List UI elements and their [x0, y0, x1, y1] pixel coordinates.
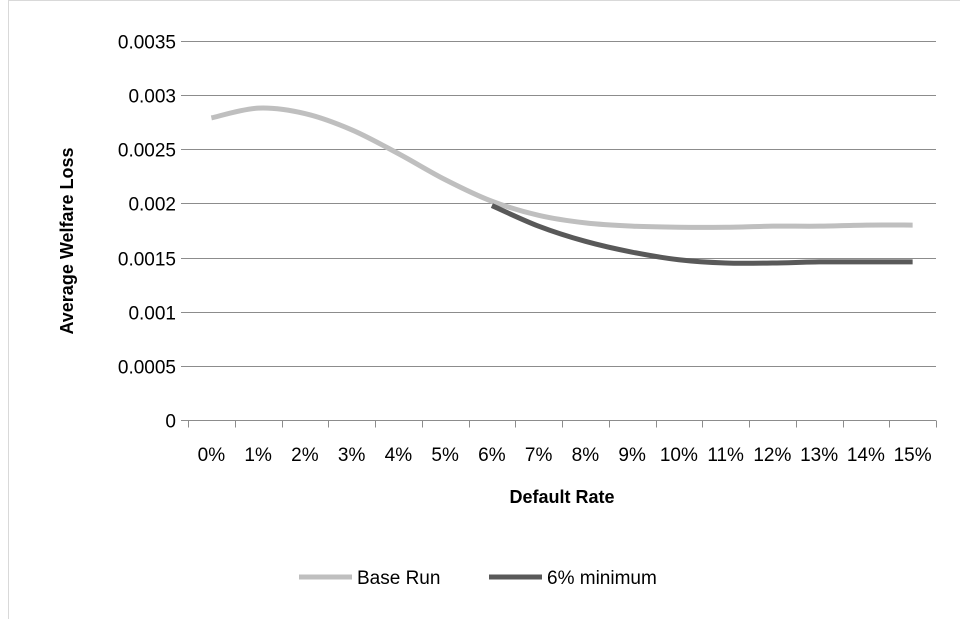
- x-tick-label: 4%: [385, 445, 413, 466]
- x-tick-label: 15%: [894, 445, 932, 466]
- y-axis-title: Average Welfare Loss: [57, 147, 77, 334]
- x-tick-label: 0%: [198, 445, 226, 466]
- gridlines: [181, 41, 936, 367]
- x-tick-label: 2%: [291, 445, 319, 466]
- series-lines: [210, 105, 913, 266]
- x-tick-label: 8%: [572, 445, 600, 466]
- x-tick-label: 5%: [431, 445, 459, 466]
- x-tick-label: 3%: [338, 445, 366, 466]
- x-axis: [181, 420, 937, 428]
- legend-label-6-minimum: 6% minimum: [547, 568, 657, 589]
- x-tick-label: 6%: [478, 445, 506, 466]
- x-tick-label: 9%: [618, 445, 646, 466]
- series-line-6-minimum: [490, 203, 913, 266]
- x-tick-label: 14%: [847, 445, 885, 466]
- y-tick-label: 0.002: [128, 195, 176, 216]
- y-tick-label: 0: [165, 412, 176, 433]
- x-axis-title: Default Rate: [509, 487, 614, 507]
- y-tick-label: 0.001: [128, 304, 176, 325]
- x-tick-label: 11%: [707, 445, 744, 466]
- y-tick-labels: 0 0.0005 0.001 0.0015 0.002 0.0025 0.003 0.0035: [118, 33, 176, 433]
- x-tick-label: 1%: [244, 445, 272, 466]
- x-tick-label: 10%: [660, 445, 698, 466]
- legend: Base Run 6% minimum: [299, 568, 657, 589]
- x-tick-label: 7%: [525, 445, 553, 466]
- y-tick-label: 0.0025: [118, 141, 176, 162]
- x-tick-label: 12%: [753, 445, 791, 466]
- x-tick-label: 13%: [800, 445, 838, 466]
- series-line-base-run: [210, 105, 913, 230]
- legend-label-base-run: Base Run: [357, 568, 440, 589]
- x-tick-labels: 0% 1% 2% 3% 4% 5% 6% 7% 8% 9% 10% 11% 12% 13% 14% 15%: [198, 445, 932, 466]
- y-tick-label: 0.0015: [118, 250, 176, 271]
- y-tick-label: 0.0035: [118, 33, 176, 54]
- y-tick-label: 0.0005: [118, 358, 176, 379]
- y-tick-label: 0.003: [128, 87, 176, 108]
